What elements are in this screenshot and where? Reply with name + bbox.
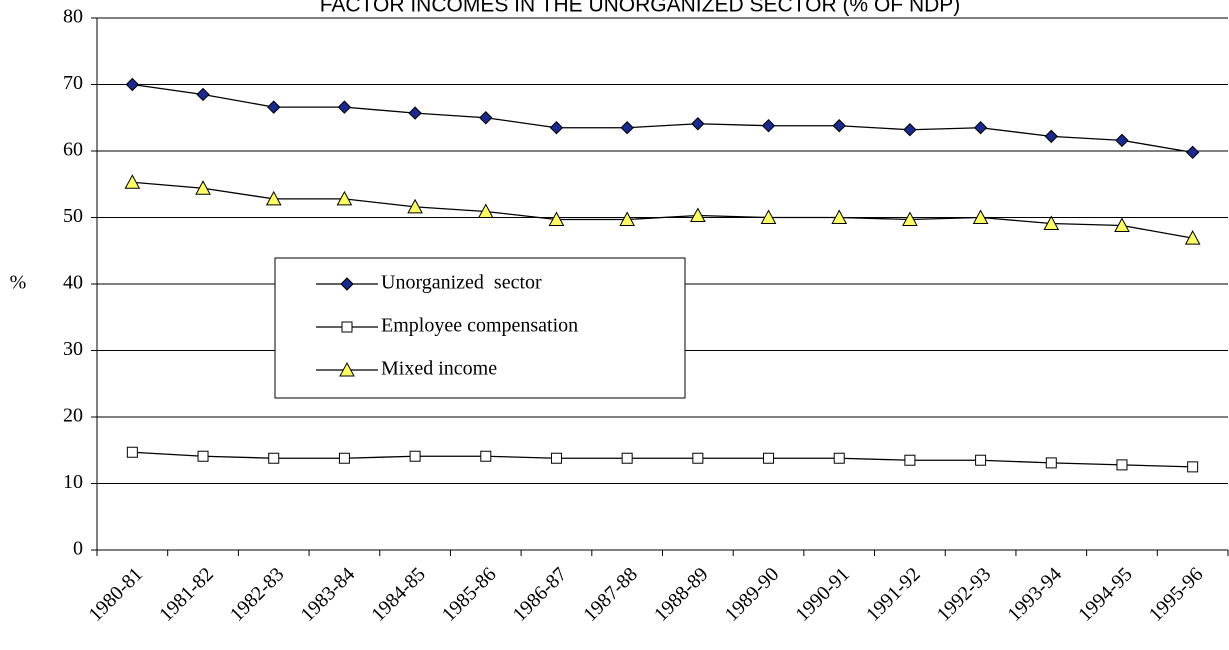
marker [409, 450, 421, 462]
y-tick-label: 20 [63, 405, 83, 427]
x-tick-label: 1994-95 [1074, 563, 1137, 626]
x-tick-label: 1986-87 [509, 563, 572, 626]
y-tick-label: 0 [73, 538, 83, 560]
legend-label: Unorganized sector [381, 272, 542, 294]
series-line [132, 451, 1193, 468]
marker [761, 119, 776, 133]
y-tick-label: 80 [63, 6, 83, 28]
series-line [132, 181, 1193, 239]
chart-title: FACTOR INCOMES IN THE UNORGANIZED SECTOR… [320, 0, 961, 17]
x-tick-label: 1987-88 [579, 563, 642, 626]
y-axis-label: % [10, 272, 27, 294]
x-tick-label: 1995-96 [1145, 563, 1208, 626]
marker [477, 203, 494, 219]
marker [267, 100, 281, 114]
marker [338, 452, 350, 464]
x-tick-label: 1993-94 [1003, 563, 1066, 626]
x-tick-label: 1991-92 [862, 563, 925, 626]
y-tick-label: 70 [63, 72, 83, 94]
x-tick-label: 1992-93 [933, 563, 996, 626]
marker [831, 209, 848, 224]
marker [1185, 145, 1200, 160]
marker [1044, 129, 1058, 144]
marker [408, 106, 422, 120]
marker [1116, 459, 1128, 471]
series-line [132, 83, 1193, 153]
marker [975, 454, 987, 466]
marker [1115, 133, 1129, 148]
marker [337, 100, 352, 114]
x-tick-label: 1990-91 [791, 563, 854, 626]
marker [690, 207, 706, 223]
marker [268, 452, 280, 464]
marker [195, 180, 211, 195]
marker [1043, 215, 1060, 230]
legend-label: Employee compensation [381, 315, 578, 337]
marker [902, 211, 918, 226]
marker [760, 209, 777, 224]
marker [619, 211, 635, 226]
marker [620, 121, 634, 135]
marker [126, 446, 138, 458]
marker [904, 454, 916, 466]
legend-label: Mixed income [381, 358, 497, 380]
marker [832, 119, 846, 133]
marker [197, 450, 209, 462]
x-tick-label: 1984-85 [367, 563, 430, 626]
legend-marker [341, 321, 353, 333]
y-tick-label: 50 [63, 205, 83, 227]
marker [196, 87, 210, 102]
marker [124, 174, 141, 189]
legend-marker [339, 361, 355, 377]
marker [621, 452, 633, 464]
marker [973, 121, 988, 135]
marker [336, 190, 353, 206]
marker [903, 123, 917, 137]
y-tick-label: 30 [63, 338, 83, 360]
marker [480, 450, 492, 462]
marker [1045, 457, 1057, 469]
marker [1184, 230, 1201, 245]
x-tick-label: 1982-83 [226, 563, 289, 626]
marker [265, 190, 282, 206]
y-tick-label: 40 [63, 272, 83, 294]
marker [479, 111, 493, 125]
marker [972, 209, 989, 224]
marker [1114, 217, 1130, 232]
x-tick-label: 1980-81 [84, 563, 147, 626]
x-tick-label: 1983-84 [296, 563, 359, 626]
marker [407, 198, 423, 214]
marker [691, 117, 705, 131]
x-tick-label: 1988-89 [650, 563, 713, 626]
marker [1187, 461, 1199, 473]
marker [125, 77, 140, 92]
marker [549, 121, 564, 135]
marker [550, 452, 562, 464]
y-tick-label: 10 [63, 471, 83, 493]
marker [833, 452, 845, 464]
x-tick-label: 1981-82 [155, 563, 218, 626]
legend-marker [340, 277, 354, 291]
marker [692, 452, 704, 464]
y-tick-label: 60 [63, 139, 83, 161]
x-tick-label: 1985-86 [438, 563, 501, 626]
marker [548, 211, 565, 226]
x-tick-label: 1989-90 [721, 563, 784, 626]
marker [763, 452, 775, 464]
